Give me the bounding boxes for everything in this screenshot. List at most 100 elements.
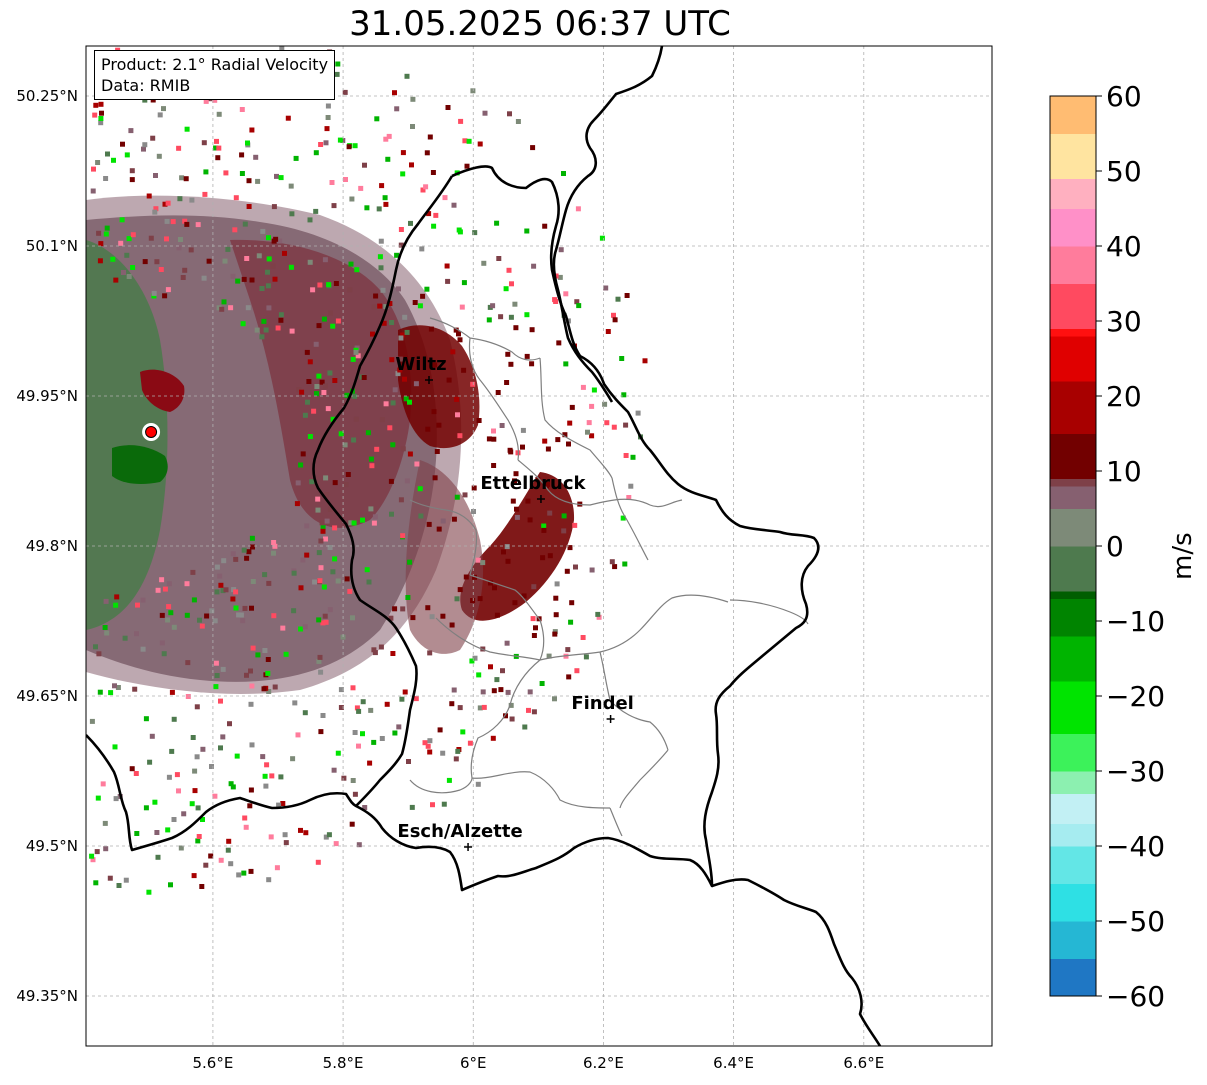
echo-pixel xyxy=(388,478,394,484)
echo-pixel xyxy=(256,253,262,259)
echo-pixel xyxy=(176,245,182,251)
colorbar-segment xyxy=(1050,921,1096,959)
echo-pixel xyxy=(504,640,510,646)
echo-pixel xyxy=(280,801,286,806)
colorbar-tick-label: −20 xyxy=(1106,680,1165,713)
echo-pixel xyxy=(307,259,313,265)
colorbar-tick-label: −30 xyxy=(1106,755,1165,788)
echo-pixel xyxy=(100,781,106,787)
echo-pixel xyxy=(320,620,326,626)
echo-pixel xyxy=(295,480,301,486)
echo-pixel xyxy=(348,261,354,267)
echo-pixel xyxy=(442,195,448,201)
echo-pixel xyxy=(378,265,384,271)
echo-pixel xyxy=(445,105,451,110)
echo-pixel xyxy=(457,433,463,439)
echo-pixel xyxy=(119,217,125,223)
echo-pixel xyxy=(260,228,266,234)
echo-pixel xyxy=(255,178,261,184)
echo-pixel xyxy=(371,304,377,310)
colorbar-segment xyxy=(1050,681,1096,734)
echo-wiltz-band xyxy=(398,325,480,449)
echo-pixel xyxy=(449,701,455,707)
echo-pixel xyxy=(387,301,393,306)
echo-pixel xyxy=(491,436,497,442)
echo-pixel xyxy=(262,773,268,779)
echo-pixel xyxy=(312,579,318,585)
echo-pixel xyxy=(280,625,286,631)
echo-pixel xyxy=(508,314,514,320)
echo-pixel xyxy=(445,278,451,284)
echo-pixel xyxy=(189,197,195,203)
echo-pixel xyxy=(327,607,333,613)
echo-pixel xyxy=(288,183,294,189)
echo-pixel xyxy=(330,323,336,329)
echo-pixel xyxy=(371,739,377,745)
echo-pixel xyxy=(228,861,234,867)
echo-pixel xyxy=(98,120,104,126)
echo-pixel xyxy=(320,713,326,718)
echo-pixel xyxy=(531,633,537,638)
echo-pixel xyxy=(425,605,431,611)
colorbar-unit-label: m/s xyxy=(1168,520,1207,580)
colorbar-tick-label: 20 xyxy=(1106,380,1142,413)
echo-pixel xyxy=(250,544,255,550)
echo-pixel xyxy=(318,538,324,544)
echo-pixel xyxy=(228,781,234,787)
echo-pixel xyxy=(189,801,195,807)
echo-pixel xyxy=(150,135,156,141)
echo-pixel xyxy=(510,498,516,504)
echo-pixel xyxy=(486,436,492,442)
echo-pixel xyxy=(202,191,208,197)
echo-pixel xyxy=(400,446,406,452)
echo-pixel xyxy=(170,219,176,225)
echo-pixel xyxy=(323,140,329,146)
echo-pixel xyxy=(313,341,319,347)
echo-pixel xyxy=(338,431,344,437)
echo-pixel xyxy=(433,212,439,218)
echo-pixel xyxy=(453,756,459,762)
echo-pixel xyxy=(368,707,374,713)
echo-pixel xyxy=(317,654,323,660)
echo-pixel xyxy=(241,870,247,876)
echo-pixel xyxy=(291,608,297,614)
echo-pixel xyxy=(157,112,163,118)
echo-pixel xyxy=(561,171,566,176)
echo-pixel xyxy=(220,734,226,740)
echo-pixel xyxy=(457,705,463,711)
echo-pixel xyxy=(469,658,475,664)
echo-pixel xyxy=(463,574,469,580)
echo-pixel xyxy=(482,110,488,116)
echo-pixel xyxy=(369,463,375,469)
echo-pixel xyxy=(432,475,438,481)
echo-pixel xyxy=(316,373,322,379)
echo-pixel xyxy=(410,615,416,621)
echo-pixel xyxy=(533,625,538,631)
echo-pixel xyxy=(444,263,450,269)
echo-pixel xyxy=(236,612,242,618)
colorbar-tick-label: 40 xyxy=(1106,230,1142,263)
echo-pixel xyxy=(623,453,629,458)
echo-pixel xyxy=(622,561,628,567)
echo-pixel xyxy=(431,223,437,229)
echo-pixel xyxy=(318,142,324,147)
echo-pixel xyxy=(589,403,595,409)
echo-pixel xyxy=(174,772,180,778)
echo-pixel xyxy=(509,716,515,722)
echo-pixel xyxy=(563,291,569,297)
echo-pixel xyxy=(343,482,349,488)
echo-pixel xyxy=(360,699,366,705)
echo-pixel xyxy=(285,115,291,121)
echo-pixel xyxy=(383,401,389,407)
echo-pixel xyxy=(146,193,152,199)
colorbar-segment xyxy=(1050,958,1096,997)
echo-pixel xyxy=(240,321,246,327)
colorbar-segment xyxy=(1050,246,1096,284)
echo-pixel xyxy=(425,743,431,749)
echo-pixel xyxy=(259,286,265,291)
echo-pixel xyxy=(300,451,306,457)
echo-pixel xyxy=(201,140,207,146)
echo-pixel xyxy=(604,420,610,426)
colorbar-unit-text: m/s xyxy=(1168,532,1198,580)
echo-pixel xyxy=(200,746,206,752)
